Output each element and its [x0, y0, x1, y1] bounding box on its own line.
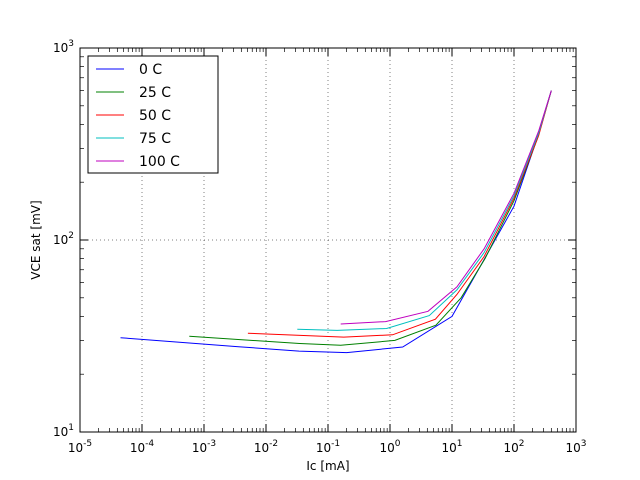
x-tick-label: 100	[379, 439, 400, 455]
x-tick-label: 10-2	[254, 439, 278, 455]
x-tick-label: 102	[503, 439, 524, 455]
x-tick-label: 101	[441, 439, 462, 455]
series-line-0	[120, 90, 552, 354]
legend: 0 C 25 C 50 C 75 C 100 C	[87, 55, 219, 174]
series-line-4	[340, 90, 552, 325]
y-tick-label: 102	[53, 231, 74, 247]
series-line-2	[247, 90, 552, 338]
x-tick-label: 10-1	[316, 439, 340, 455]
y-tick-label: 101	[53, 423, 74, 439]
x-tick-label: 10-4	[130, 439, 155, 455]
tick-label-layer: 10-5 10-4 10-3 10-2 10-1 100 101 102 103 101 102 10…	[53, 39, 587, 455]
legend-label-2: 50 C	[139, 108, 171, 124]
x-tick-label: 10-5	[68, 439, 92, 455]
y-tick-label: 103	[53, 39, 74, 55]
series-line-3	[297, 90, 552, 331]
legend-label-4: 100 C	[139, 154, 180, 170]
series-layer	[120, 90, 552, 354]
x-tick-label: 10-3	[192, 439, 216, 455]
x-axis-title: Ic [mA]	[306, 459, 349, 473]
legend-label-0: 0 C	[139, 62, 162, 78]
x-tick-label: 103	[565, 439, 586, 455]
y-axis-title: VCE sat [mV]	[29, 200, 43, 279]
legend-label-3: 75 C	[139, 131, 171, 147]
tick-layer	[79, 47, 577, 433]
legend-label-1: 25 C	[139, 85, 171, 101]
